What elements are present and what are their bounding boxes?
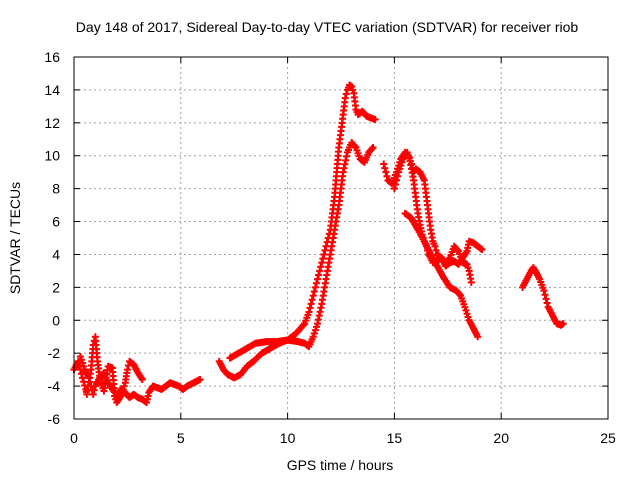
y-tick-label: 2 (52, 279, 60, 295)
data-point (371, 116, 379, 124)
data-point (543, 299, 551, 307)
data-point (318, 259, 326, 267)
data-point (369, 144, 377, 151)
data-point (90, 386, 98, 394)
data-point (431, 242, 439, 250)
x-tick-label: 10 (280, 430, 296, 446)
x-tick-label: 25 (600, 430, 616, 446)
data-point (320, 250, 328, 258)
data-point (351, 142, 359, 150)
y-tick-label: -4 (48, 378, 61, 394)
data-point (478, 246, 486, 254)
data-point (542, 295, 550, 303)
x-axis-label: GPS time / hours (287, 457, 394, 473)
data-point (321, 246, 329, 254)
data-point (138, 376, 146, 384)
data-point (314, 275, 322, 283)
data-point (310, 287, 318, 295)
y-tick-label: 14 (44, 82, 60, 98)
y-tick-label: -6 (48, 411, 61, 427)
series-a2 (76, 352, 204, 407)
data-point (342, 90, 350, 98)
x-tick-label: 0 (70, 430, 78, 446)
data-point (308, 296, 316, 304)
plot-area-border (73, 56, 609, 420)
data-point (407, 160, 415, 168)
data-point (341, 94, 349, 102)
data-point (306, 304, 314, 312)
data-point (474, 333, 482, 341)
series-c3 (401, 209, 482, 341)
y-tick-label: 4 (52, 246, 60, 262)
data-point (85, 374, 93, 382)
data-point (467, 278, 475, 286)
data-point (315, 271, 323, 279)
y-tick-label: 12 (44, 115, 60, 131)
data-point (79, 374, 87, 382)
y-tick-label: -2 (48, 345, 61, 361)
x-tick-label: 20 (493, 430, 509, 446)
data-point (393, 176, 401, 184)
data-point (86, 378, 94, 386)
data-point (559, 320, 567, 328)
data-point (89, 390, 97, 398)
data-point (311, 283, 319, 291)
y-tick-label: 0 (52, 312, 60, 328)
data-point (123, 366, 131, 374)
series-b2 (226, 139, 377, 362)
data-point (382, 168, 390, 176)
data-point (317, 263, 325, 271)
y-tick-label: 10 (44, 148, 60, 164)
data-point (391, 181, 399, 189)
data-point (368, 145, 376, 153)
series-d1 (519, 264, 567, 329)
data-points (70, 81, 567, 407)
data-point (540, 287, 548, 295)
data-point (390, 185, 398, 193)
data-point (394, 172, 402, 180)
data-point (309, 292, 317, 300)
data-point (383, 172, 391, 180)
chart-title: Day 148 of 2017, Sidereal Day-to-day VTE… (76, 19, 579, 35)
data-point (432, 246, 440, 254)
data-point (305, 308, 313, 316)
data-point (456, 290, 464, 298)
y-tick-label: 8 (52, 181, 60, 197)
series-b1 (215, 81, 379, 382)
y-axis-label: SDTVAR / TECUs (7, 182, 23, 294)
data-point (196, 376, 204, 384)
data-point (445, 255, 453, 263)
data-point (380, 160, 388, 168)
x-tick-label: 15 (387, 430, 403, 446)
data-point (453, 246, 461, 254)
data-point (541, 291, 549, 299)
x-tick-label: 5 (177, 430, 185, 446)
y-tick-label: 16 (44, 49, 60, 65)
data-point (307, 300, 315, 308)
data-point (312, 279, 320, 287)
data-point (319, 255, 327, 263)
data-point (381, 164, 389, 172)
data-point (316, 267, 324, 275)
y-tick-label: 6 (52, 214, 60, 230)
series-c2 (390, 148, 475, 286)
